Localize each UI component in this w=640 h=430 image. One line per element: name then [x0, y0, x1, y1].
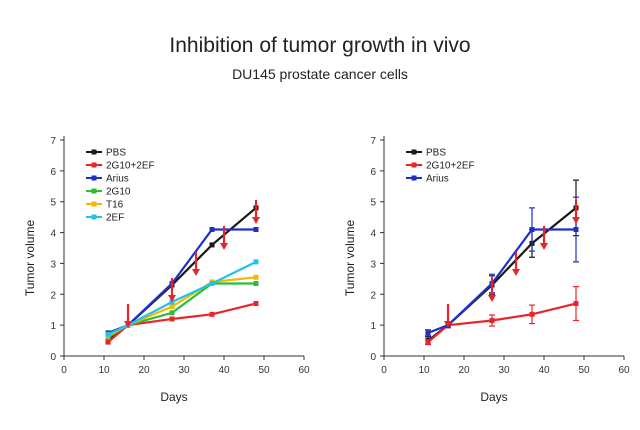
x-tick-label: 50 — [258, 365, 270, 376]
legend-label: PBS — [106, 148, 126, 159]
x-tick-label: 20 — [458, 365, 470, 376]
legend-marker — [411, 162, 417, 168]
x-tick-label: 0 — [381, 365, 387, 376]
series-line-pbs — [107, 207, 257, 342]
y-tick-label: 5 — [50, 198, 56, 209]
y-tick-label: 0 — [50, 352, 56, 363]
data-point-2g10-2ef — [425, 339, 431, 345]
data-point-arius — [253, 226, 259, 232]
legend-marker — [91, 162, 97, 168]
legend-marker — [411, 149, 417, 155]
data-point-2g10-2ef — [105, 339, 111, 345]
data-point-arius — [529, 226, 535, 232]
treatment-arrow-head — [252, 217, 260, 224]
data-point-2g10-2ef — [489, 318, 495, 324]
y-tick-label: 5 — [370, 198, 376, 209]
data-point-2g10-2ef — [209, 311, 215, 317]
data-point-2g10 — [169, 310, 175, 316]
x-tick-label: 20 — [138, 365, 150, 376]
y-axis-label: Tumor volume — [23, 220, 37, 297]
tumor-growth-chart-with-error-bars: 0 1 2 3 4 5 6 7 0 10 20 30 40 50 60 Days Tumor volume PBS… — [343, 136, 630, 404]
y-tick-label: 2 — [50, 290, 56, 301]
legend-label: PBS — [426, 148, 446, 159]
y-tick-label: 7 — [50, 136, 56, 147]
y-tick-label: 1 — [50, 321, 56, 332]
data-point-2g10-2ef — [529, 311, 535, 317]
treatment-arrow-head — [540, 243, 548, 250]
data-point-t16 — [253, 274, 259, 280]
legend-marker — [91, 201, 97, 207]
y-tick-label: 6 — [370, 167, 376, 178]
data-point-2ef — [209, 280, 215, 286]
x-tick-label: 10 — [418, 365, 430, 376]
x-tick-label: 60 — [618, 365, 630, 376]
data-point-arius — [573, 226, 579, 232]
figure-title: Inhibition of tumor growth in vivo — [169, 34, 471, 57]
treatment-arrow-head — [168, 295, 176, 302]
legend-label: 2G10+2EF — [426, 161, 475, 172]
legend-marker — [91, 175, 97, 181]
x-tick-label: 50 — [578, 365, 590, 376]
legend-label: 2G10 — [106, 187, 131, 198]
treatment-arrow-head — [572, 217, 580, 224]
treatment-arrow-head — [488, 295, 496, 302]
series-line-pbs — [427, 207, 577, 342]
data-point-2g10-2ef — [253, 301, 259, 307]
data-point-2ef — [105, 331, 111, 337]
legend-label: Arius — [106, 174, 129, 185]
x-axis-label: Days — [160, 390, 187, 404]
x-tick-label: 0 — [61, 365, 67, 376]
figure-subtitle: DU145 prostate cancer cells — [232, 66, 408, 82]
y-tick-label: 4 — [50, 229, 56, 240]
data-point-arius — [209, 226, 215, 232]
data-point-2g10-2ef — [573, 301, 579, 307]
data-point-t16 — [169, 304, 175, 310]
data-point-pbs — [209, 242, 215, 248]
legend-marker — [91, 214, 97, 220]
legend-label: 2EF — [106, 213, 124, 224]
x-tick-label: 40 — [218, 365, 230, 376]
y-tick-label: 2 — [370, 290, 376, 301]
y-tick-label: 1 — [370, 321, 376, 332]
y-tick-label: 3 — [370, 259, 376, 270]
y-tick-label: 3 — [50, 259, 56, 270]
y-tick-label: 0 — [370, 352, 376, 363]
y-tick-label: 7 — [370, 136, 376, 147]
series-line-2g10 — [107, 282, 256, 339]
legend-marker — [91, 188, 97, 194]
legend-label: 2G10+2EF — [106, 161, 155, 172]
data-point-2g10 — [253, 280, 259, 286]
x-tick-label: 10 — [98, 365, 110, 376]
treatment-arrow-head — [124, 321, 132, 328]
legend-label: T16 — [106, 200, 124, 211]
data-point-2g10-2ef — [169, 316, 175, 322]
x-tick-label: 30 — [178, 365, 190, 376]
x-tick-label: 30 — [498, 365, 510, 376]
treatment-arrow-head — [192, 269, 200, 276]
y-axis-label: Tumor volume — [343, 220, 357, 297]
treatment-arrow-head — [444, 321, 452, 328]
data-point-2ef — [253, 259, 259, 265]
series-line-arius — [427, 228, 576, 334]
treatment-arrow-head — [512, 269, 520, 276]
legend-marker — [411, 175, 417, 181]
x-tick-label: 60 — [298, 365, 310, 376]
x-axis-label: Days — [480, 390, 507, 404]
legend-label: Arius — [426, 174, 449, 185]
treatment-arrow-head — [220, 243, 228, 250]
y-tick-label: 4 — [370, 229, 376, 240]
y-tick-label: 6 — [50, 167, 56, 178]
tumor-growth-chart-all-treatments: 0 1 2 3 4 5 6 7 0 10 20 30 40 50 60 Days Tumor volume PBS… — [23, 136, 310, 404]
legend-marker — [91, 149, 97, 155]
x-tick-label: 40 — [538, 365, 550, 376]
data-point-arius — [425, 330, 431, 336]
